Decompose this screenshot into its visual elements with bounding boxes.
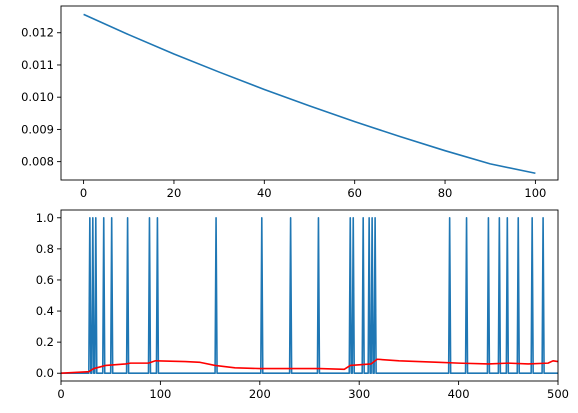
- axes-frame: [60, 209, 559, 382]
- y-tick-label: 0.0: [36, 366, 54, 380]
- axes-frame: [60, 5, 559, 181]
- x-tick-label: 300: [348, 387, 370, 401]
- x-tick-label: 100: [149, 387, 171, 401]
- x-tick-label: 80: [438, 186, 453, 200]
- x-tick-label: 20: [167, 186, 182, 200]
- x-tick-label: 500: [547, 387, 569, 401]
- y-tick-label: 0.008: [21, 155, 54, 169]
- y-tick-label: 0.6: [36, 273, 54, 287]
- series-line-0-0: [83, 13, 536, 175]
- y-tick-label: 0.009: [21, 122, 54, 136]
- series-line-1-0: [61, 216, 558, 375]
- x-tick-label: 400: [448, 387, 470, 401]
- top-axes: 0 20 40 60 80 100 0.008 0.009 0.010 0.011 0.012: [21, 5, 559, 200]
- x-tick-label: 60: [347, 186, 362, 200]
- y-tick-label: 0.011: [21, 58, 54, 72]
- y-tick-label: 0.8: [36, 242, 54, 256]
- series-line-1-1: [60, 358, 559, 375]
- y-tick-label: 1.0: [36, 211, 54, 225]
- x-tick-label: 0: [80, 186, 87, 200]
- y-tick-label: 0.012: [21, 26, 54, 40]
- x-tick-label: 100: [524, 186, 546, 200]
- bottom-axes: 0 100 200 300 400 500 0.0 0.2 0.4 0.6 0.8 1.0: [36, 209, 569, 401]
- y-tick-label: 0.4: [36, 304, 54, 318]
- y-tick-label: 0.2: [36, 335, 54, 349]
- x-tick-label: 0: [57, 387, 64, 401]
- x-tick-label: 40: [257, 186, 272, 200]
- x-tick-label: 200: [249, 387, 271, 401]
- y-tick-label: 0.010: [21, 90, 54, 104]
